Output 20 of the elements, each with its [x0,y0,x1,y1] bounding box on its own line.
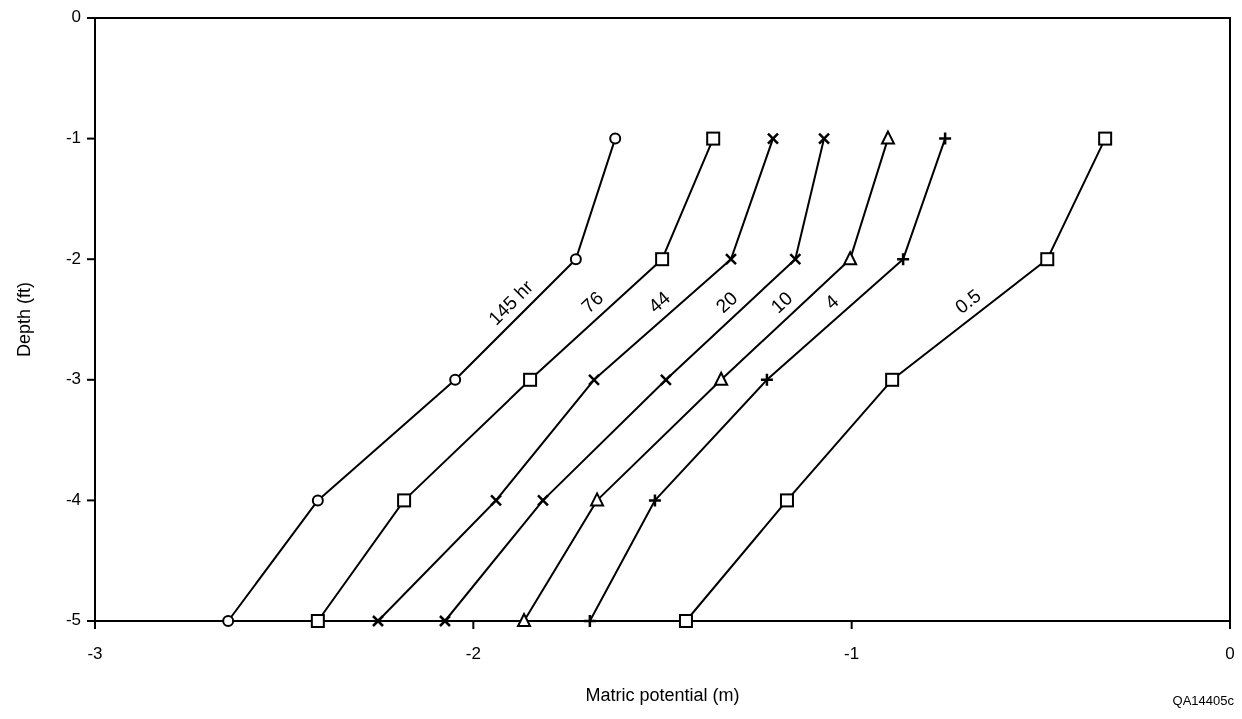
text: 4 [820,290,843,314]
text: QA14405c [1172,693,1235,708]
x-tick-label: -2 [465,644,481,663]
x-tick-label: 0 [1225,644,1235,663]
text: 145 hr [484,275,538,329]
text: 44 [644,286,675,317]
text: 10 [766,287,797,318]
text: 20 [711,287,742,318]
x-axis-title: Matric potential (m) [585,685,740,705]
x-tick-label: -1 [844,644,860,663]
y-tick-label: -5 [65,610,81,630]
y-tick-label: -4 [65,489,81,509]
x-tick-label: -3 [87,644,103,663]
text: 0.5 [951,284,985,318]
y-tick-label: 0 [71,7,81,27]
text: 76 [577,287,608,317]
y-tick-label: -1 [65,128,81,148]
y-tick-label: -3 [65,369,81,389]
y-tick-label: -2 [65,248,81,268]
y-axis-title: Depth (ft) [14,281,34,358]
